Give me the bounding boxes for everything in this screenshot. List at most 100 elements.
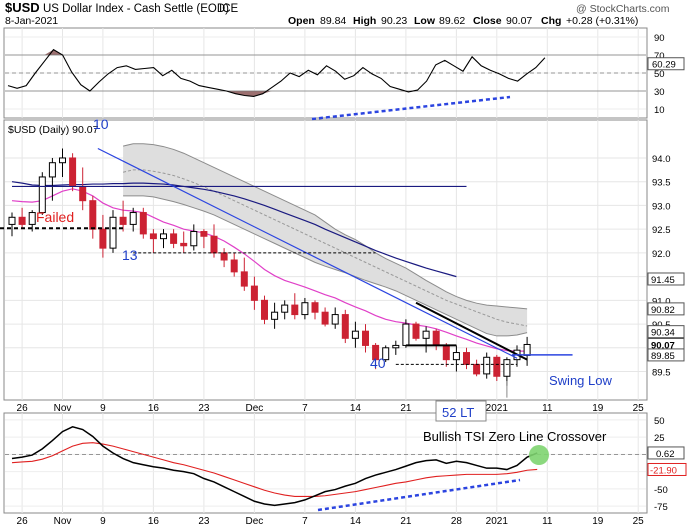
price-x-tick-3: 16: [148, 403, 160, 414]
rsi-y-tick-0: 10: [654, 105, 665, 116]
candle-body-9: [99, 228, 107, 249]
candle-body-11: [119, 216, 127, 225]
candle-body-26: [271, 311, 279, 320]
rsi-panel: 10 30 50 70 90 60.29: [5, 33, 685, 121]
open-label: Open: [288, 15, 315, 27]
candle-body-13: [139, 212, 147, 235]
candle-body-35: [362, 330, 369, 346]
tsi-panel-frame: [3, 412, 648, 514]
open-value: 89.84: [320, 15, 346, 27]
tsi-x-tick-5: Dec: [246, 516, 264, 527]
candle-body-1: [18, 216, 26, 225]
tsi-y-tick-4: 25: [654, 433, 665, 444]
candle-body-2: [28, 212, 36, 225]
rsi-y-tick-1: 30: [654, 87, 665, 98]
rsi-y-tick-2: 50: [654, 69, 665, 80]
price-marker-label-3: 90.07: [651, 340, 675, 351]
candle-body-5: [59, 157, 66, 164]
tsi-x-tick-3: 16: [148, 516, 160, 527]
rsi-y-tick-3: 70: [654, 51, 665, 62]
candle-body-46: [473, 363, 481, 375]
tsi-x-tick-9: 28: [451, 516, 463, 527]
candle-body-23: [240, 271, 248, 287]
candle-body-43: [442, 344, 450, 361]
tsi-line: [11, 425, 538, 507]
rsi-divergence-line: [311, 95, 511, 121]
high-value: 90.23: [381, 15, 407, 27]
candle-body-49: [503, 359, 511, 377]
tsi-x-tick-1: Nov: [54, 516, 72, 527]
low-value: 89.62: [439, 15, 465, 27]
price-envelope: [122, 143, 528, 337]
candle-body-31: [321, 311, 329, 325]
tsi-x-tick-13: 25: [633, 516, 645, 527]
price-marker-box-4: [647, 348, 685, 362]
price-x-tick-4: 23: [198, 403, 210, 414]
lt52-annotation: 52 LT: [442, 405, 474, 420]
tsi-x-tick-0: 26: [17, 516, 29, 527]
tsi-panel: -75-50-25025500.62-21.90: [5, 416, 687, 513]
candle-body-14: [149, 233, 157, 240]
tsi-crossover-annotation: Bullish TSI Zero Line Crossover: [423, 429, 607, 444]
chart-date: 8-Jan-2021: [5, 15, 58, 27]
chg-value: +0.28 (+0.31%): [566, 15, 638, 27]
tsi-crossover-marker: [529, 445, 549, 465]
candle-body-27: [281, 304, 289, 313]
candle-body-19: [200, 231, 208, 237]
rsi-y-tick-4: 90: [654, 33, 665, 44]
candle-body-0: [8, 216, 16, 225]
candle-body-29: [301, 302, 309, 316]
price-marker-label-0: 91.45: [651, 275, 675, 286]
candle-body-34: [351, 330, 359, 339]
price-y-tick-9: 94.0: [652, 154, 671, 165]
annotation-10: 10: [93, 116, 109, 132]
high-label: High: [353, 15, 376, 27]
price-x-tick-6: 7: [302, 403, 308, 414]
price-y-tick-6: 92.5: [652, 225, 671, 236]
price-panel-frame: [3, 119, 648, 401]
candle-body-6: [69, 157, 77, 187]
price-marker-box-0: [647, 272, 685, 286]
downtrend-line-black: [415, 301, 528, 361]
moving-averages: [11, 181, 528, 352]
rsi-value-label: 60.29: [652, 60, 676, 71]
lt52-box: [435, 400, 487, 422]
price-y-tick-7: 93.0: [652, 201, 671, 212]
price-y-tick-3: 91.0: [652, 296, 671, 307]
ema-line: [11, 188, 528, 352]
candle-body-37: [382, 347, 390, 361]
candle-body-51: [523, 343, 531, 356]
tsi-x-tick-2: 9: [100, 516, 106, 527]
tsi-divergence-line: [317, 478, 521, 512]
annotation-40: 40: [370, 355, 386, 371]
price-y-tick-8: 93.5: [652, 178, 671, 189]
candle-body-40: [412, 323, 420, 339]
candle-body-38: [392, 344, 400, 349]
price-x-tick-11: 11: [542, 403, 553, 414]
candle-body-33: [341, 314, 349, 339]
tsi-value-box: [647, 446, 685, 460]
candle-body-15: [160, 233, 167, 240]
candle-body-30: [311, 302, 319, 313]
candle-body-21: [220, 252, 228, 261]
tsi-y-tick-1: -50: [654, 485, 668, 496]
low-label: Low: [414, 15, 436, 27]
tsi-y-tick-0: -75: [654, 502, 668, 513]
price-x-tick-0: 26: [17, 403, 29, 414]
price-marker-box-1: [647, 302, 685, 316]
candle-body-18: [190, 231, 198, 247]
rsi-value-box: [647, 57, 685, 71]
candle-body-28: [291, 304, 299, 316]
price-series-label: $USD (Daily) 90.07: [8, 124, 99, 136]
price-marker-box-2: [647, 325, 685, 339]
candle-body-42: [432, 330, 440, 346]
ohlc-readout: Open 89.84 High 90.23 Low 89.62 Close 90…: [288, 15, 638, 27]
tsi-x-tick-10: 2021: [486, 516, 509, 527]
price-x-tick-12: 19: [592, 403, 604, 414]
candle-body-17: [180, 242, 188, 247]
candle-body-44: [452, 352, 460, 361]
chg-label: Chg: [541, 15, 561, 27]
candle-body-3: [38, 176, 46, 214]
candle-body-36: [372, 344, 380, 361]
